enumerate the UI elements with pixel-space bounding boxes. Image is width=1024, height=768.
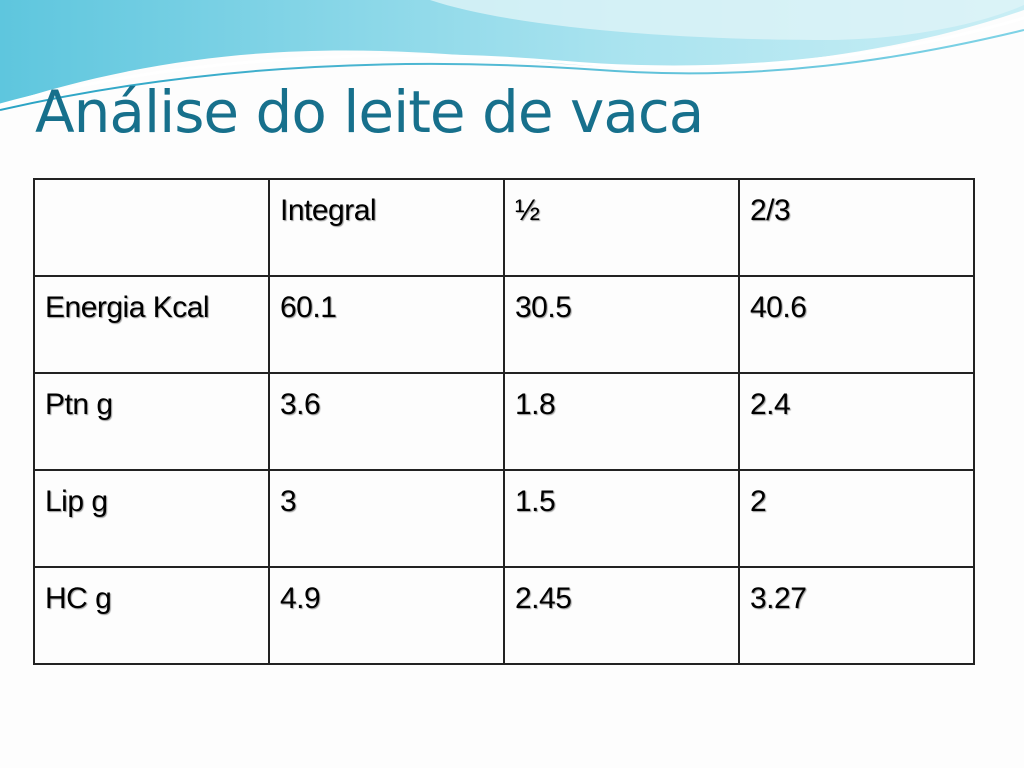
table-cell: 2.45 [503, 566, 740, 665]
table-cell: 60.1 [268, 275, 505, 374]
table-cell: 40.6 [738, 275, 975, 374]
table-cell: 3 [268, 469, 505, 568]
corner-cell [33, 178, 270, 277]
row-label: Energia Kcal [33, 275, 270, 374]
table-cell: 1.5 [503, 469, 740, 568]
table-cell: 4.9 [268, 566, 505, 665]
row-label: HC g [33, 566, 270, 665]
table-cell: 3.6 [268, 372, 505, 471]
table-cell: 1.8 [503, 372, 740, 471]
table-row: Ptn g 3.6 1.8 2.4 [33, 372, 975, 471]
table-row: Lip g 3 1.5 2 [33, 469, 975, 568]
row-label: Lip g [33, 469, 270, 568]
table-cell: 2 [738, 469, 975, 568]
column-header: 2/3 [738, 178, 975, 277]
table-cell: 30.5 [503, 275, 740, 374]
data-table: Integral ½ 2/3 Energia Kcal 60.1 30.5 40.6 Ptn … [33, 178, 975, 665]
row-label: Ptn g [33, 372, 270, 471]
header-row: Integral ½ 2/3 [33, 178, 975, 277]
table-row: Energia Kcal 60.1 30.5 40.6 [33, 275, 975, 374]
table-row: HC g 4.9 2.45 3.27 [33, 566, 975, 665]
table-cell: 3.27 [738, 566, 975, 665]
column-header: Integral [268, 178, 505, 277]
column-header: ½ [503, 178, 740, 277]
table-cell: 2.4 [738, 372, 975, 471]
slide-title: Análise do leite de vaca [35, 78, 704, 146]
